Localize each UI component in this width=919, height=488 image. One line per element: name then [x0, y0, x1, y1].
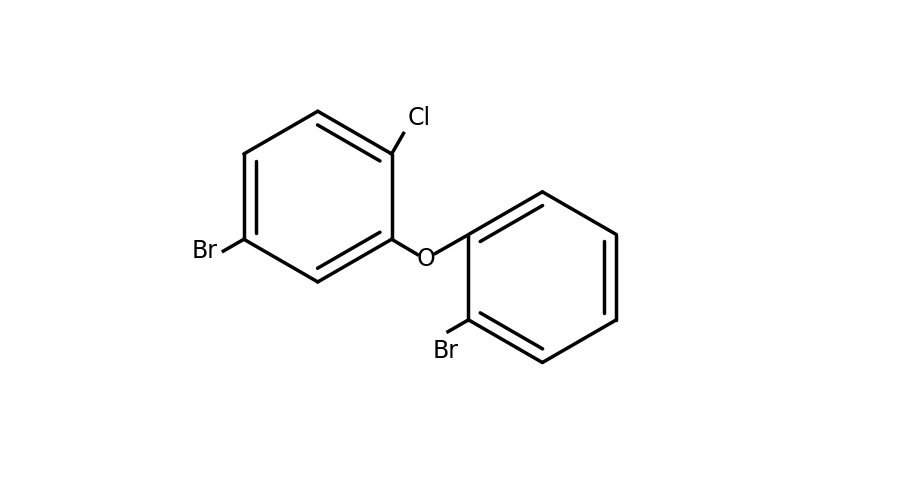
Text: Br: Br [191, 239, 218, 263]
Text: O: O [416, 247, 435, 271]
Text: Br: Br [432, 339, 458, 363]
Text: Cl: Cl [407, 105, 430, 130]
